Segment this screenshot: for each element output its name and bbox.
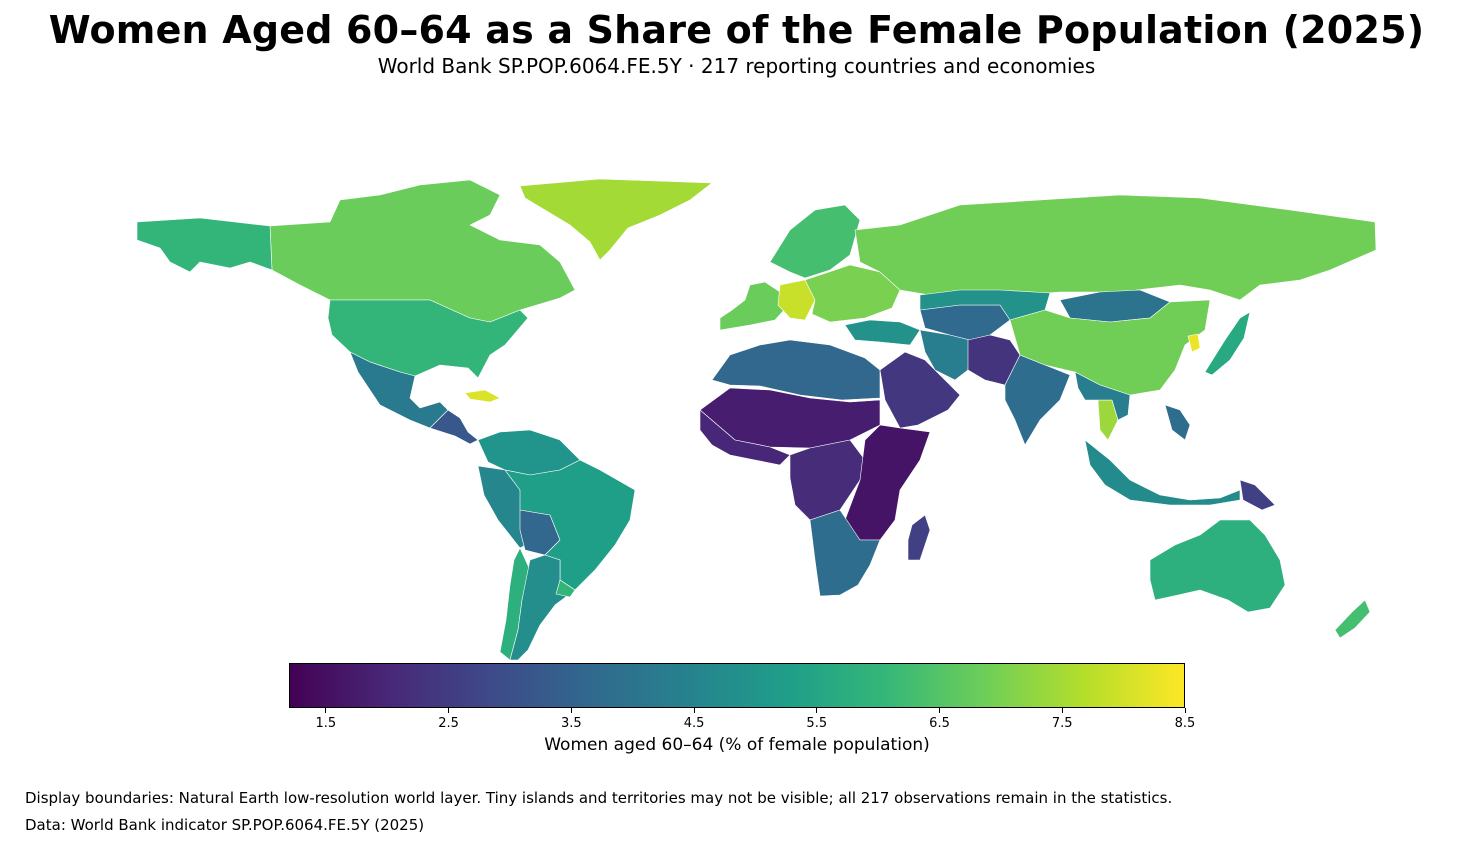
region-arabian-peninsula — [879, 351, 961, 429]
region-cuba — [464, 389, 501, 403]
colorbar-tick-label: 4.5 — [683, 716, 705, 731]
colorbar-tick-label: 5.5 — [806, 716, 828, 731]
region-eastern-europe — [804, 264, 901, 323]
region-uruguay — [555, 579, 576, 598]
region-australia — [1149, 519, 1286, 613]
region-mainland-southeast-asia — [1074, 371, 1131, 421]
colorbar-tick — [325, 708, 327, 713]
region-madagascar — [907, 514, 931, 561]
colorbar-tick — [1184, 708, 1186, 713]
colorbar — [289, 663, 1185, 708]
region-scandinavia — [769, 204, 861, 279]
region-western-europe — [719, 281, 796, 331]
region-turkey — [844, 319, 921, 346]
region-brazil — [504, 459, 636, 591]
region-east-africa — [844, 424, 931, 541]
world-choropleth-map — [136, 178, 1377, 660]
region-argentina — [509, 554, 576, 660]
region-alaska — [136, 217, 273, 273]
colorbar-tick — [939, 708, 941, 713]
colorbar-tick — [570, 708, 572, 713]
region-mexico — [349, 351, 449, 429]
colorbar-tick — [816, 708, 818, 713]
colorbar-tick — [693, 708, 695, 713]
region-southern-africa — [809, 509, 881, 597]
colorbar-tick-label: 8.5 — [1174, 716, 1196, 731]
region-greenland — [519, 178, 713, 261]
region-china — [1009, 299, 1211, 396]
colorbar-tick-label: 6.5 — [929, 716, 950, 731]
colorbar-tick-label: 2.5 — [438, 716, 459, 731]
source-note: Data: World Bank indicator SP.POP.6064.F… — [25, 816, 425, 834]
colorbar-tick — [448, 708, 450, 713]
region-indonesia — [1084, 439, 1241, 506]
region-west-africa — [699, 409, 791, 466]
region-korea — [1187, 333, 1201, 353]
colorbar-tick-label: 7.5 — [1051, 716, 1073, 731]
colorbar-tick-label: 1.5 — [315, 716, 337, 731]
colorbar-label: Women aged 60–64 (% of female population… — [544, 735, 930, 755]
boundaries-note: Display boundaries: Natural Earth low-re… — [25, 789, 1173, 807]
region-central-america — [429, 409, 479, 445]
map-title: Women Aged 60–64 as a Share of the Femal… — [48, 8, 1425, 52]
region-papua-new-guinea — [1239, 479, 1276, 511]
map-subtitle: World Bank SP.POP.6064.FE.5Y · 217 repor… — [377, 54, 1096, 78]
colorbar-tick — [1061, 708, 1063, 713]
region-russia — [854, 194, 1377, 301]
region-new-zealand — [1334, 599, 1371, 639]
region-japan — [1204, 311, 1251, 376]
region-philippines — [1164, 404, 1191, 441]
colorbar-tick-label: 3.5 — [560, 716, 582, 731]
region-central-africa — [789, 439, 866, 521]
region-united-states — [327, 299, 529, 379]
